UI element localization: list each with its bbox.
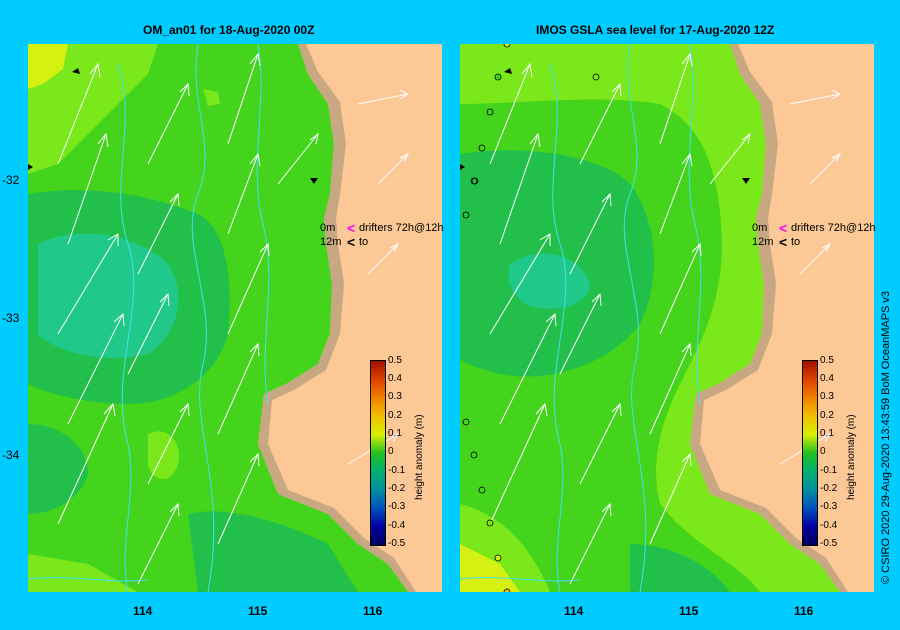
- cb-tick: 0: [820, 446, 826, 457]
- y-tick-label: -34: [2, 448, 20, 462]
- cb-tick: -0.5: [820, 538, 838, 549]
- x-tick-label: 115: [679, 604, 699, 618]
- cb-tick: -0.1: [820, 465, 838, 476]
- cb-tick: -0.3: [820, 501, 838, 512]
- cb-tick: -0.2: [388, 483, 406, 494]
- current-lines: [28, 44, 270, 592]
- cb-tick: 0.5: [820, 355, 834, 366]
- x-tick-label: 114: [564, 604, 584, 618]
- cb-tick: -0.3: [388, 501, 406, 512]
- right-map-panel[interactable]: [460, 44, 874, 592]
- left-legend-depth-12m: 12m: [320, 236, 342, 248]
- left-colorbar-label: height anomaly (m): [414, 414, 425, 500]
- cb-tick: 0.2: [820, 410, 834, 421]
- cb-tick: 0.1: [388, 428, 402, 439]
- cb-tick: 0: [388, 446, 394, 457]
- right-colorbar: [802, 360, 818, 546]
- left-panel-title: OM_an01 for 18-Aug-2020 00Z: [143, 23, 315, 37]
- credit-text: © CSIRO 2020 29-Aug-2020 13:43:59 BoM Oc…: [880, 290, 892, 584]
- cb-tick: -0.4: [388, 520, 406, 531]
- y-tick-label: -32: [2, 173, 20, 187]
- x-tick-label: 116: [794, 604, 814, 618]
- ocean-low-anomaly-core: [508, 253, 590, 309]
- left-legend-to-marker: <: [347, 234, 356, 250]
- right-sea-level-map: [460, 44, 874, 592]
- current-lines: [460, 44, 702, 592]
- right-legend-depth-0m: 0m: [752, 222, 768, 234]
- altimeter-track-dots: [462, 44, 600, 592]
- x-tick-label: 115: [248, 604, 268, 618]
- right-colorbar-label: height anomaly (m): [846, 414, 857, 500]
- left-legend-to-label: to: [359, 236, 369, 248]
- cb-tick: 0.1: [820, 428, 834, 439]
- cb-tick: -0.1: [388, 465, 406, 476]
- cb-tick: 0.4: [388, 373, 402, 384]
- velocity-arrows: [489, 52, 842, 585]
- land-area: [268, 44, 442, 592]
- x-tick-label: 116: [363, 604, 383, 618]
- right-panel-title: IMOS GSLA sea level for 17-Aug-2020 12Z: [536, 23, 775, 37]
- left-sea-level-map: [28, 44, 442, 592]
- right-legend-drifter-marker: <: [779, 220, 788, 236]
- right-legend-depth-12m: 12m: [752, 236, 774, 248]
- y-tick-label: -33: [2, 311, 20, 325]
- right-legend-drifters-label: drifters 72h@12h: [791, 222, 876, 234]
- left-legend-drifter-marker: <: [347, 220, 356, 236]
- coast-black-marks: [28, 68, 318, 184]
- left-legend-depth-0m: 0m: [320, 222, 336, 234]
- cb-tick: 0.5: [388, 355, 402, 366]
- cb-tick: -0.4: [820, 520, 838, 531]
- right-legend-to-label: to: [791, 236, 801, 248]
- cb-tick: -0.2: [820, 483, 838, 494]
- left-legend-drifters-label: drifters 72h@12h: [359, 222, 444, 234]
- cb-tick: 0.4: [820, 373, 834, 384]
- left-map-panel[interactable]: [28, 44, 442, 592]
- ocean-low-anomaly-core: [38, 233, 179, 358]
- right-legend-to-marker: <: [779, 234, 788, 250]
- coast-black-marks: [460, 68, 750, 184]
- cb-tick: 0.2: [388, 410, 402, 421]
- left-colorbar: [370, 360, 386, 546]
- cb-tick: -0.5: [388, 538, 406, 549]
- velocity-arrows: [57, 52, 410, 585]
- x-tick-label: 114: [133, 604, 153, 618]
- cb-tick: 0.3: [820, 391, 834, 402]
- ocean-light-area: [28, 44, 158, 174]
- cb-tick: 0.3: [388, 391, 402, 402]
- land-area: [700, 44, 874, 592]
